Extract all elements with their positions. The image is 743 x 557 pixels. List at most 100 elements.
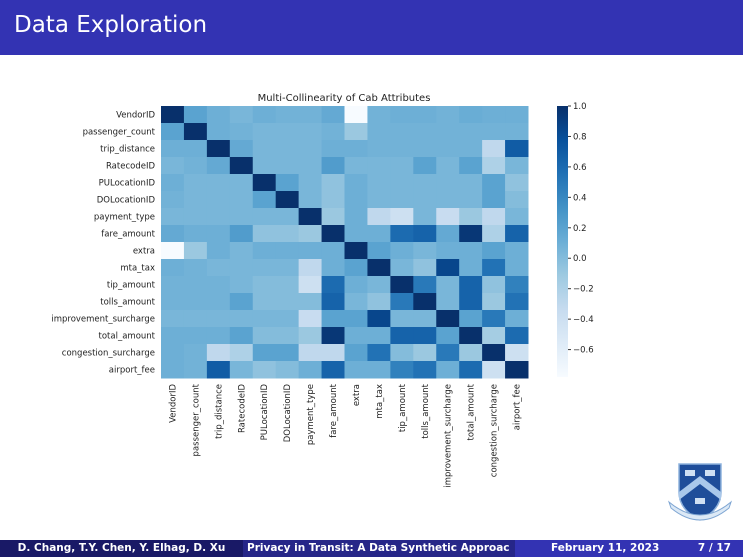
heatmap-cell (321, 174, 345, 192)
heatmap-cell (436, 140, 460, 158)
heatmap-cell (413, 327, 437, 345)
colorbar-tick-label: −0.4 (573, 315, 594, 325)
column-tick-label: DOLocationID (283, 384, 293, 443)
column-tick-label: payment_type (306, 384, 316, 445)
heatmap-cell (436, 157, 460, 175)
heatmap-cell (298, 259, 323, 277)
row-tick-label: total_amount (99, 332, 156, 342)
heatmap-cell (344, 225, 368, 243)
heatmap-cell (390, 344, 414, 362)
heatmap-cell (275, 106, 300, 124)
footer-talk-title: Privacy in Transit: A Data Synthetic App… (243, 540, 515, 557)
column-tick-label: airport_fee (513, 384, 523, 430)
heatmap-cell (367, 123, 391, 141)
heatmap-cell (505, 191, 529, 209)
heatmap-cell (482, 310, 506, 328)
heatmap-cell (321, 157, 345, 175)
heatmap-cell (321, 276, 345, 294)
column-tick-label: passenger_count (191, 383, 201, 456)
heatmap-cell (252, 293, 277, 311)
heatmap-cell (161, 344, 185, 362)
heatmap-cell (298, 276, 323, 294)
heatmap-cell (298, 361, 323, 379)
heatmap-cell (252, 276, 277, 294)
heatmap-cell (161, 225, 185, 243)
heatmap-cell (367, 310, 391, 328)
heatmap-cell (161, 174, 185, 192)
heatmap-cell (436, 293, 460, 311)
colorbar-tick-label: 0.6 (573, 163, 587, 173)
heatmap-cell (367, 361, 391, 379)
heatmap-cell (436, 191, 460, 209)
heatmap-cell (367, 276, 391, 294)
heatmap-cell (413, 259, 437, 277)
row-tick-label: DOLocationID (97, 196, 156, 206)
heatmap-cell (161, 327, 185, 345)
heatmap-cell (459, 361, 483, 379)
heatmap-cell (505, 344, 529, 362)
heatmap-cell (183, 208, 208, 226)
heatmap-cell (344, 293, 368, 311)
heatmap-cell (413, 344, 437, 362)
heatmap-cell (321, 361, 345, 379)
heatmap-cell (183, 140, 208, 158)
heatmap-cell (206, 191, 231, 209)
heatmap-cell (436, 242, 460, 260)
heatmap-cell (229, 106, 254, 124)
heatmap-cell (344, 327, 368, 345)
heatmap-cell (367, 106, 391, 124)
heatmap-cell (390, 276, 414, 294)
heatmap-cell (275, 157, 300, 175)
heatmap-cell (298, 123, 323, 141)
heatmap-cell (183, 225, 208, 243)
heatmap-cell (206, 208, 231, 226)
heatmap-cell (275, 123, 300, 141)
heatmap-cell (436, 259, 460, 277)
heatmap-cell (298, 157, 323, 175)
colorbar-tick-label: 1.0 (573, 102, 587, 112)
heatmap-cell (252, 310, 277, 328)
heatmap-cell (367, 174, 391, 192)
heatmap-cell (459, 276, 483, 294)
heatmap-cell (505, 327, 529, 345)
heatmap-cell (252, 327, 277, 345)
heatmap-cell (459, 327, 483, 345)
heatmap-cell (436, 106, 460, 124)
row-tick-label: improvement_surcharge (51, 315, 155, 325)
heatmap-cell (321, 327, 345, 345)
heatmap-cell (390, 140, 414, 158)
row-tick-label: tolls_amount (100, 298, 155, 308)
heatmap-cell (298, 106, 323, 124)
heatmap-cell (321, 293, 345, 311)
heatmap-cell (459, 242, 483, 260)
heatmap-cell (505, 157, 529, 175)
heatmap-cell (505, 276, 529, 294)
heatmap-cell (436, 174, 460, 192)
colorbar-tick-label: −0.6 (573, 346, 594, 356)
heatmap-cell (321, 225, 345, 243)
row-tick-label: VendorID (116, 111, 155, 121)
row-tick-label: congestion_surcharge (62, 349, 155, 359)
heatmap-cell (229, 361, 254, 379)
heatmap-cell (229, 191, 254, 209)
heatmap-cell (252, 344, 277, 362)
heatmap-cell (413, 293, 437, 311)
heatmap-cell (436, 225, 460, 243)
heatmap-cell (275, 293, 300, 311)
heatmap-cell (161, 276, 185, 294)
heatmap-cell (459, 106, 483, 124)
row-tick-label: trip_distance (100, 145, 155, 155)
heatmap-cell (321, 344, 345, 362)
heatmap-cell (413, 191, 437, 209)
heatmap-cell (229, 174, 254, 192)
heatmap-cell (436, 310, 460, 328)
footer-authors: D. Chang, T.Y. Chen, Y. Elhag, D. Xu (0, 540, 243, 557)
row-tick-label: mta_tax (120, 264, 155, 274)
heatmap-cell (321, 140, 345, 158)
heatmap-cell (413, 123, 437, 141)
heatmap-cell (183, 310, 208, 328)
heatmap-cell (206, 242, 231, 260)
heatmap-cell (229, 259, 254, 277)
heatmap-cell (482, 157, 506, 175)
heatmap-cell (413, 310, 437, 328)
